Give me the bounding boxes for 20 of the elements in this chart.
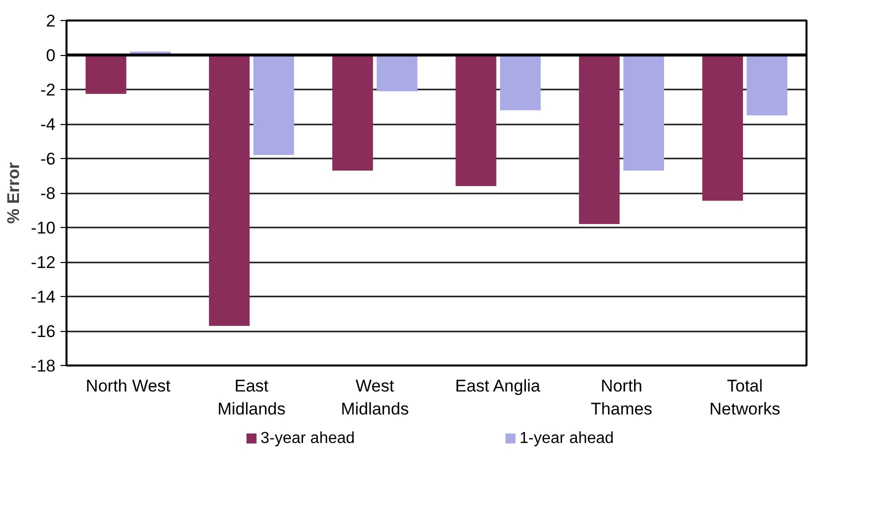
x-tick-label: Total Networks [709,376,780,418]
y-tick-label: -10 [30,218,56,238]
x-tick-label: East Anglia [455,376,541,396]
y-axis-title: % Error [4,162,23,224]
y-tick-label: -14 [30,288,56,306]
y-tick-label: -18 [30,356,56,376]
y-tick-label: -8 [40,184,56,203]
y-tick-label: -6 [40,150,56,168]
x-tick-label: North West [86,376,171,396]
legend-label: 3-year ahead [260,430,355,447]
legend-label: 1-year ahead [520,430,614,447]
y-tick-label: 0 [46,46,56,65]
y-tick-label: -16 [30,322,56,341]
y-tick-label: -12 [30,253,56,272]
x-tick-label: West Midlands [340,376,409,418]
x-tick-label: North Thames [590,376,652,418]
y-tick-label: 2 [46,12,56,30]
x-tick-label: East Midlands [217,376,286,418]
y-tick-label: -2 [40,80,56,100]
y-tick-label: -4 [40,115,56,134]
